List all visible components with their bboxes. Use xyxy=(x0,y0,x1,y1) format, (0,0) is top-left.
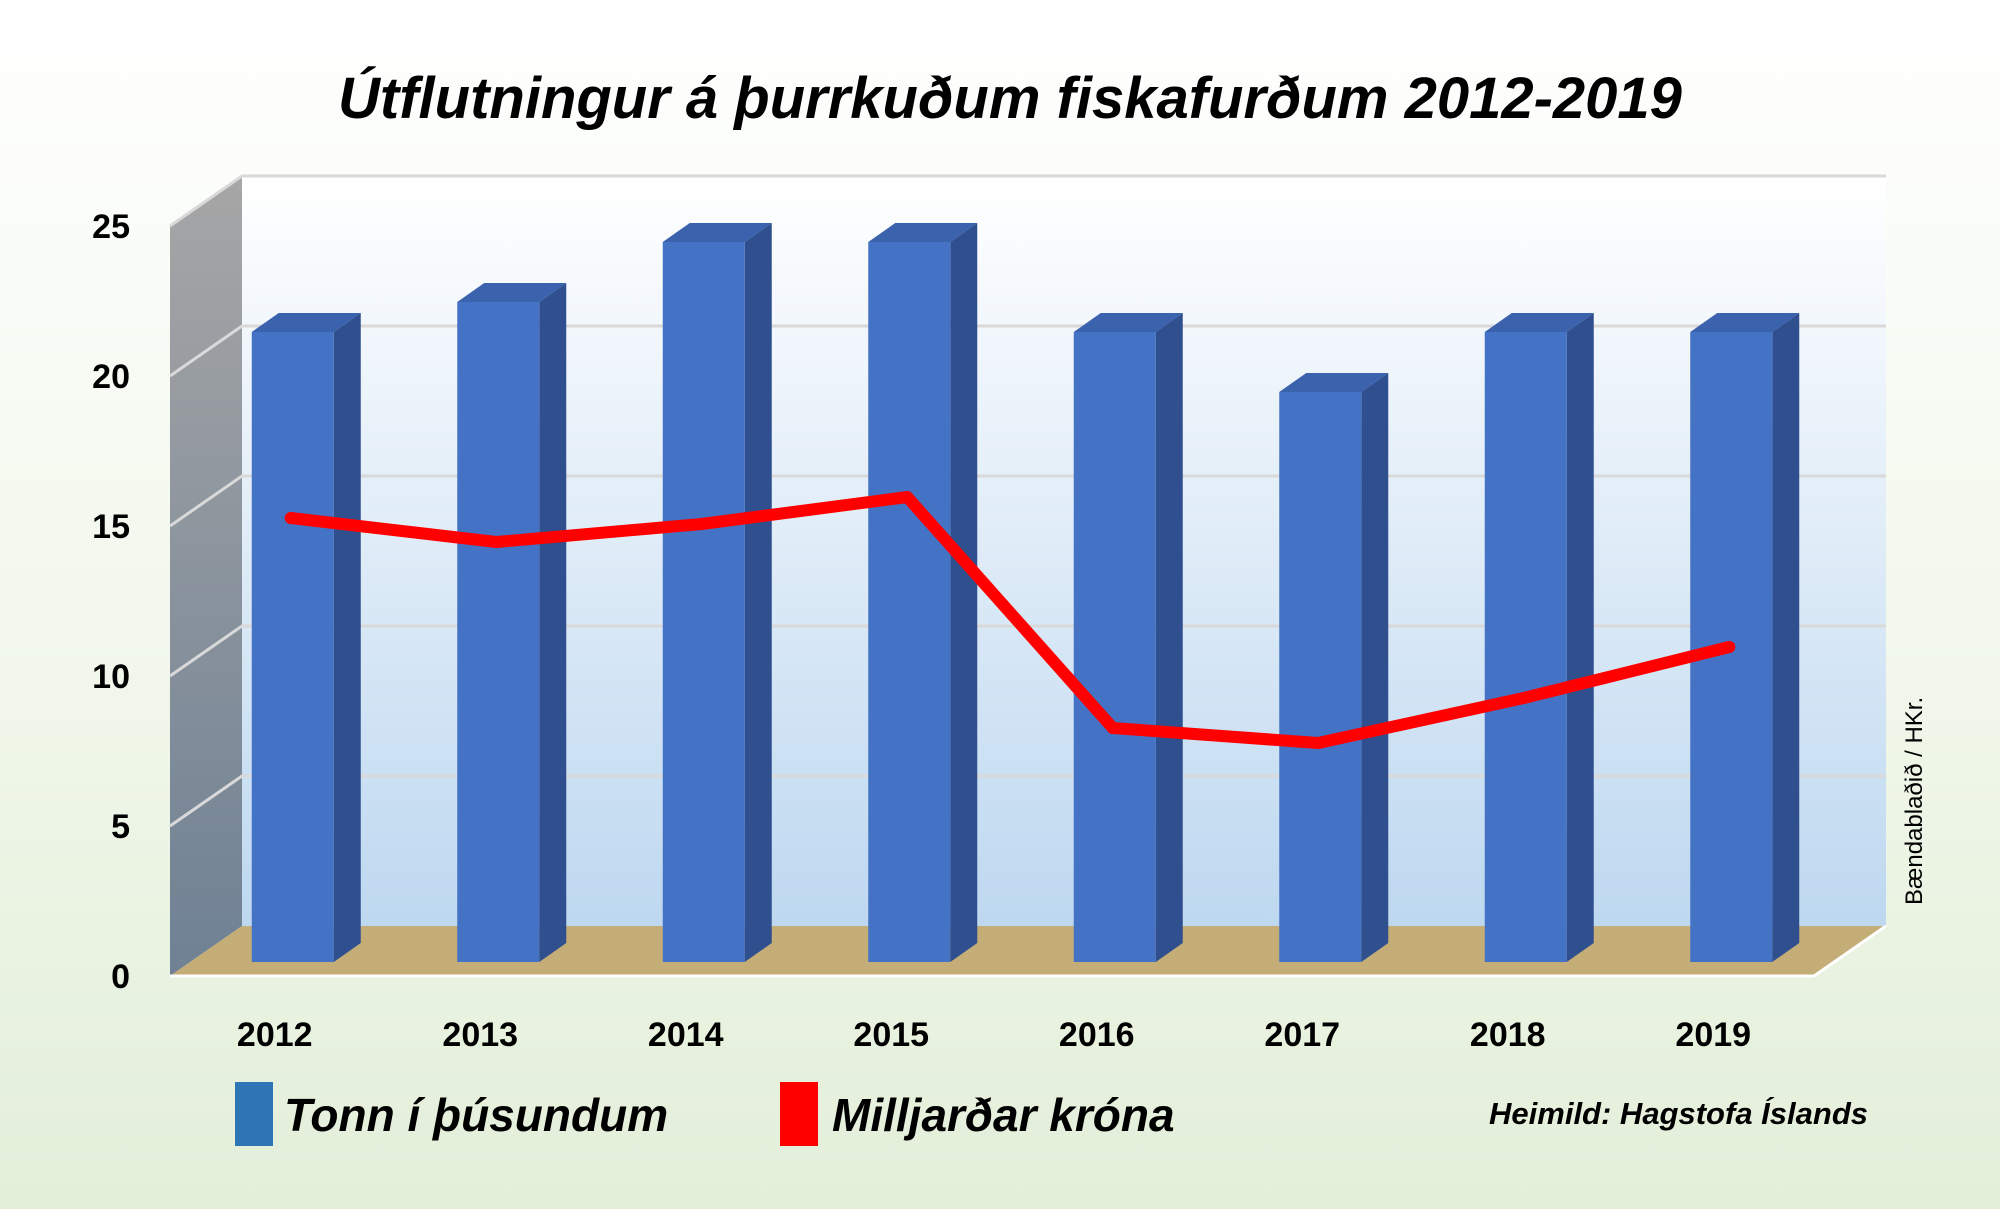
bar-front xyxy=(1484,332,1567,962)
bar-top xyxy=(1279,373,1389,392)
y-tick-label: 15 xyxy=(92,508,130,546)
y-tick-label: 25 xyxy=(92,208,130,246)
series-line-milljardar xyxy=(284,491,1736,749)
x-tick-label: 2019 xyxy=(1675,1016,1751,1054)
bar-side xyxy=(744,223,772,962)
bar-top xyxy=(1690,313,1800,332)
source-note: Heimild: Hagstofa Íslands xyxy=(1489,1096,1868,1131)
y-tick-label: 0 xyxy=(111,958,130,996)
bar-front xyxy=(251,332,334,962)
bar-top xyxy=(1073,313,1183,332)
line-point xyxy=(695,518,708,530)
bar-top xyxy=(457,283,567,302)
bar xyxy=(1690,313,1800,962)
bar xyxy=(662,223,772,962)
y-tick-label: 20 xyxy=(92,358,130,396)
bar xyxy=(251,313,361,962)
x-tick-label: 2014 xyxy=(648,1016,724,1054)
legend-label-milljardar: Milljarðar króna xyxy=(832,1089,1175,1141)
floor-right-edge xyxy=(1813,924,1887,978)
line-point xyxy=(1106,722,1119,734)
bar-side xyxy=(950,223,978,962)
x-tick-label: 2017 xyxy=(1264,1016,1340,1054)
gridline xyxy=(169,174,1886,228)
bar xyxy=(457,283,567,962)
bar-series xyxy=(251,223,1800,962)
plot-side-wall xyxy=(170,176,242,976)
bar-top xyxy=(662,223,772,242)
y-tick-label: 5 xyxy=(111,808,130,846)
line-point xyxy=(1312,737,1325,749)
bar-front xyxy=(457,302,540,962)
bar-front xyxy=(868,242,951,962)
bar-front xyxy=(662,242,745,962)
bar xyxy=(1484,313,1594,962)
bar-front xyxy=(1279,392,1362,962)
legend-label-tonn: Tonn í þúsundum xyxy=(284,1089,668,1141)
bar-side xyxy=(1566,313,1594,962)
plot-floor xyxy=(170,926,1886,976)
line-point xyxy=(284,512,297,524)
credit-note: Bændablaðið / HKr. xyxy=(1901,697,1928,905)
legend: Tonn í þúsundum Milljarðar króna xyxy=(235,1082,1175,1146)
bar-side xyxy=(1772,313,1800,962)
bar xyxy=(868,223,978,962)
bar-side xyxy=(333,313,361,962)
y-axis-ticks: 0 5 10 15 20 25 xyxy=(92,208,130,996)
bar-top xyxy=(251,313,361,332)
x-tick-label: 2015 xyxy=(853,1016,929,1054)
x-axis-ticks: 2012 2013 2014 2015 2016 2017 2018 2019 xyxy=(237,1016,1751,1054)
legend-swatch-tonn xyxy=(235,1082,273,1146)
line-series xyxy=(284,491,1736,749)
x-tick-label: 2016 xyxy=(1059,1016,1135,1054)
bar-top xyxy=(1484,313,1594,332)
bar xyxy=(1073,313,1183,962)
bar-front xyxy=(1073,332,1156,962)
bar-top xyxy=(868,223,978,242)
x-tick-label: 2018 xyxy=(1470,1016,1546,1054)
chart-title: Útflutningur á þurrkuðum fiskafurðum 201… xyxy=(338,66,1682,131)
bar-side xyxy=(539,283,567,962)
gridline xyxy=(169,324,1886,378)
bar-side xyxy=(1155,313,1183,962)
y-tick-label: 10 xyxy=(92,658,130,696)
legend-swatch-milljardar xyxy=(780,1082,818,1146)
line-point xyxy=(901,491,914,503)
x-tick-label: 2012 xyxy=(237,1016,313,1054)
line-point xyxy=(490,536,503,548)
x-tick-label: 2013 xyxy=(442,1016,518,1054)
bar-side xyxy=(1361,373,1389,962)
bar xyxy=(1279,373,1389,962)
line-point xyxy=(1723,641,1736,653)
line-point xyxy=(1517,692,1530,704)
